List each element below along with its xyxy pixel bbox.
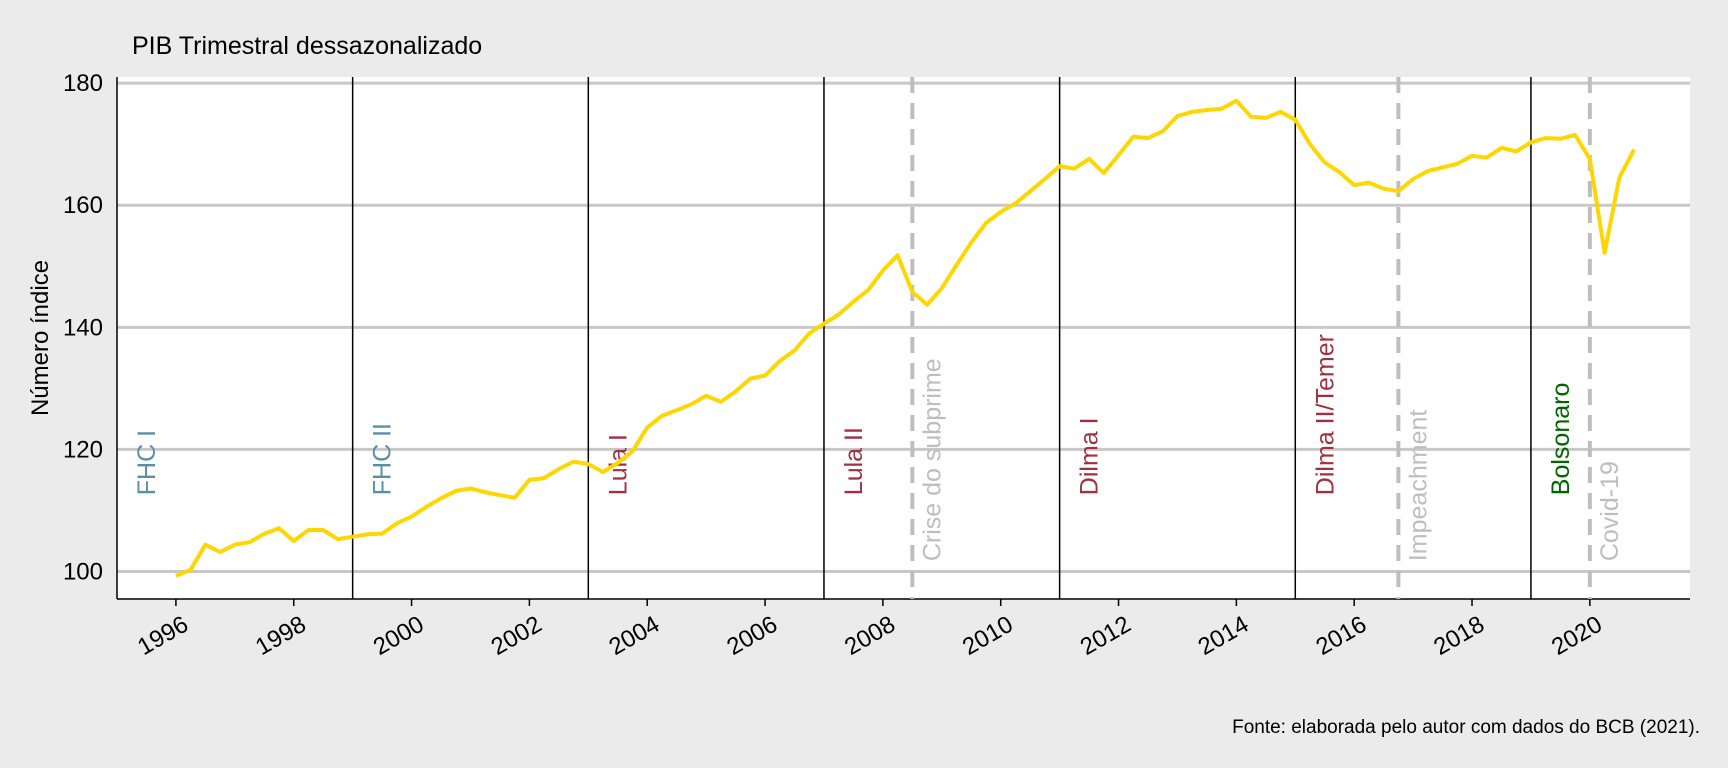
x-tick-label: 2016 bbox=[1311, 611, 1371, 661]
x-tick-label: 2012 bbox=[1076, 611, 1136, 661]
y-tick-label: 100 bbox=[63, 559, 103, 586]
event-label: Covid-19 bbox=[1596, 461, 1624, 561]
term-label: Bolsonaro bbox=[1547, 383, 1575, 496]
term-label: FHC II bbox=[369, 423, 397, 495]
x-tick-label: 1996 bbox=[133, 611, 193, 661]
x-tick-label: 2020 bbox=[1547, 611, 1607, 661]
x-tick-label: 2014 bbox=[1194, 611, 1254, 661]
x-tick-label: 2008 bbox=[840, 611, 900, 661]
term-label: Lula II bbox=[840, 427, 868, 495]
plot-panel bbox=[117, 77, 1690, 599]
x-tick-label: 2004 bbox=[604, 611, 664, 661]
y-tick-label: 180 bbox=[63, 70, 103, 97]
term-label: FHC I bbox=[133, 430, 161, 495]
source-caption: Fonte: elaborada pelo autor com dados do… bbox=[1232, 717, 1700, 738]
x-tick-label: 1998 bbox=[251, 611, 311, 661]
y-tick-label: 160 bbox=[63, 192, 103, 219]
event-label: Crise do subprime bbox=[918, 358, 946, 561]
y-axis-title: Número índice bbox=[27, 260, 54, 416]
x-tick-label: 2002 bbox=[487, 611, 547, 661]
event-label: Impeachment bbox=[1404, 410, 1432, 562]
y-tick-label: 140 bbox=[63, 314, 103, 341]
x-tick-label: 2018 bbox=[1429, 611, 1489, 661]
term-label: Dilma II/Temer bbox=[1311, 334, 1339, 495]
gdp-series-line bbox=[175, 98, 1636, 578]
x-axis: 1996 1998 2000 2002 2004 2006 2008 2010 2012 2014… bbox=[117, 598, 1690, 661]
x-tick-label: 2006 bbox=[722, 611, 782, 661]
term-label: Dilma I bbox=[1076, 417, 1104, 495]
series-layer bbox=[175, 98, 1636, 578]
term-lines: FHC I FHC II Lula I Lula II Dilma I Dilma II/… bbox=[116, 77, 1575, 599]
x-tick-label: 2010 bbox=[958, 611, 1018, 661]
chart-title: PIB Trimestral dessazonalizado bbox=[132, 32, 482, 60]
gridlines bbox=[117, 81, 1690, 574]
y-axis: 100 120 140 160 180 bbox=[63, 70, 103, 585]
x-tick-label: 2000 bbox=[369, 611, 429, 661]
y-tick-label: 120 bbox=[63, 436, 103, 463]
